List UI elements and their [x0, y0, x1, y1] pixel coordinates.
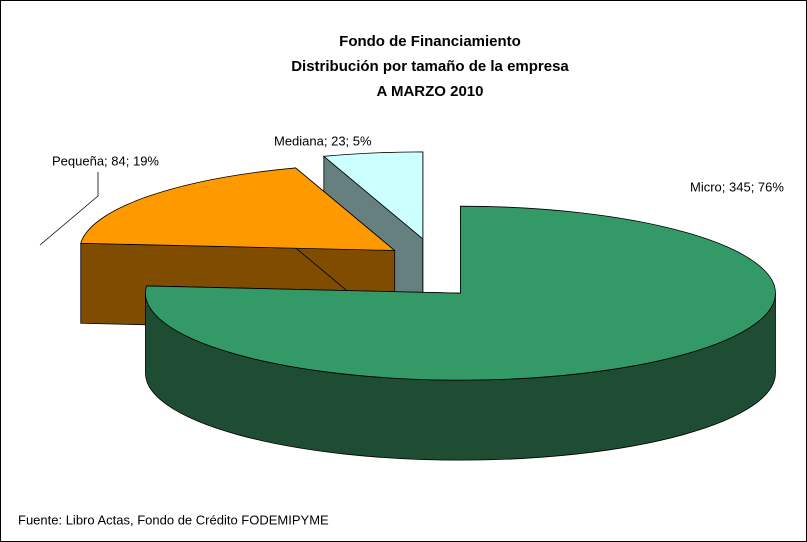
- slice: [80, 167, 396, 251]
- source-note: Fuente: Libro Actas, Fondo de Crédito FO…: [18, 512, 329, 527]
- chart-title: Fondo de Financiamiento: [339, 33, 521, 50]
- chart-title: Distribución por tamaño de la empresa: [291, 58, 569, 75]
- chart-title: A MARZO 2010: [377, 83, 484, 100]
- plot-area: Micro; 345; 76% Pequeña; 84; 19% Mediana; …: [39, 133, 784, 461]
- data-label: Pequeña; 84; 19%: [52, 153, 159, 168]
- data-label: Micro; 345; 76%: [690, 179, 784, 194]
- slice: [322, 151, 424, 240]
- slice: [145, 205, 776, 381]
- data-label: Mediana; 23; 5%: [274, 133, 372, 148]
- leader-line: [39, 172, 99, 246]
